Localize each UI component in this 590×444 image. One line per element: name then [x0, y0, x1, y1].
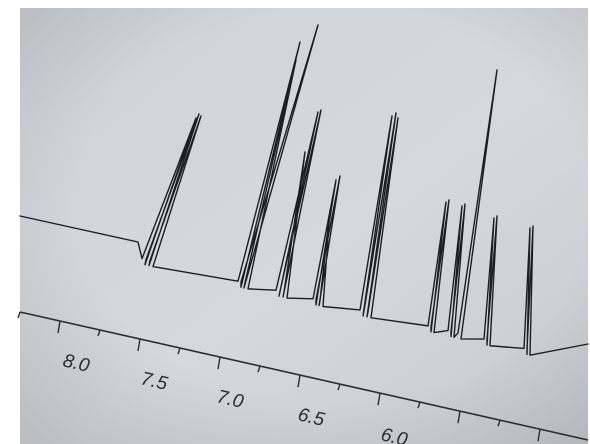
axis-tick [57, 320, 61, 334]
axis-tick [257, 365, 261, 373]
axis-tick [377, 393, 381, 406]
axis-tick [297, 374, 301, 388]
axis-tick [17, 311, 21, 319]
tick-label-6-0: 6.0 [379, 424, 410, 444]
axis-tick [97, 329, 101, 337]
axis-tick [217, 356, 221, 370]
axis-tick [177, 347, 181, 355]
axis-ticks [17, 311, 541, 442]
axis-tick [497, 419, 501, 427]
ppm-axis [19, 311, 589, 441]
axis-tick [137, 338, 141, 352]
axis-tick [417, 401, 421, 409]
axis-tick [457, 411, 461, 424]
trace-path [19, 24, 589, 356]
axis-tick [337, 383, 341, 391]
axis-tick [537, 429, 541, 442]
spectrum-trace [19, 24, 589, 356]
axis-line [19, 311, 589, 441]
